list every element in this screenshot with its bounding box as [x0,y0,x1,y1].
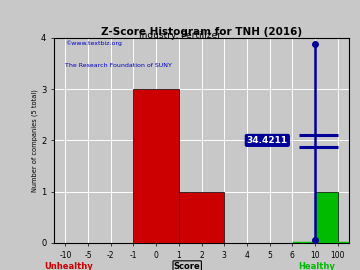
Text: The Research Foundation of SUNY: The Research Foundation of SUNY [66,63,172,69]
Bar [134,89,179,243]
Text: ©www.textbiz.org: ©www.textbiz.org [66,40,122,46]
Text: Industry: Fertilizer: Industry: Fertilizer [139,31,221,40]
Bar [179,192,224,243]
Text: Healthy: Healthy [298,262,335,270]
Y-axis label: Number of companies (5 total): Number of companies (5 total) [32,89,38,192]
Bar [315,192,338,243]
Text: Score: Score [174,262,201,270]
Text: 34.4211: 34.4211 [247,136,288,145]
Title: Z-Score Histogram for TNH (2016): Z-Score Histogram for TNH (2016) [101,27,302,37]
Text: Unhealthy: Unhealthy [44,262,93,270]
